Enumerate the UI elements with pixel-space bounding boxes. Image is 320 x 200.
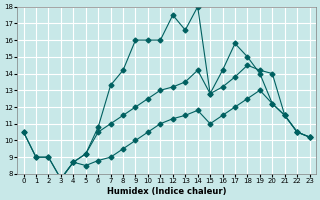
X-axis label: Humidex (Indice chaleur): Humidex (Indice chaleur)	[107, 187, 226, 196]
